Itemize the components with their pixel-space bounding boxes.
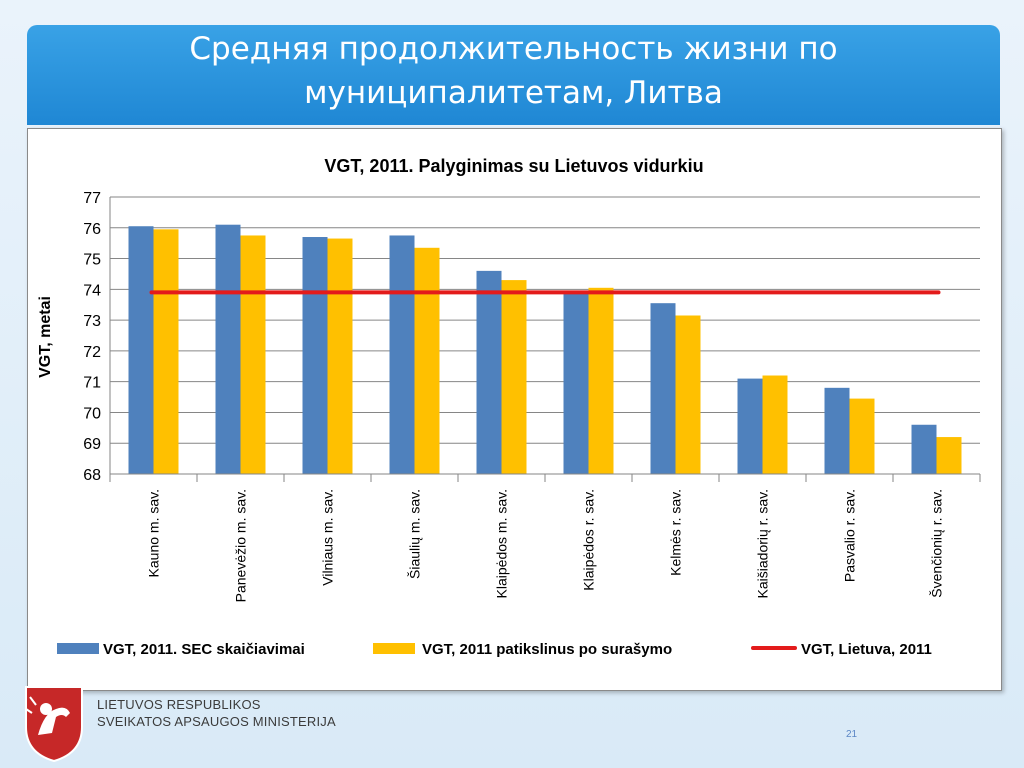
bar-census-1 [240,235,266,474]
x-tick-label: Klaipėdos m. sav. [494,489,510,598]
y-tick-label: 69 [83,436,101,453]
x-tick-label: Vilniaus m. sav. [320,489,336,586]
bar-census-8 [849,398,875,474]
y-tick-label: 76 [83,221,101,238]
y-tick-label: 75 [83,252,101,269]
x-tick-label: Švenčionių r. sav. [929,489,945,598]
bar-census-4 [501,280,527,474]
y-tick-label: 71 [83,375,101,392]
slide-title: Средняя продолжительность жизни по муниц… [27,27,1000,115]
bar-sec-0 [128,226,154,474]
x-tick-label: Kauno m. sav. [146,489,162,577]
legend-item-lithuania-label: VGT, Lietuva, 2011 [801,641,932,658]
y-tick-label: 68 [83,467,101,484]
y-axis-label: VGT, metai [37,296,54,378]
ministry-name-line2: SVEIKATOS APSAUGOS MINISTERIJA [97,714,336,729]
chart-title: VGT, 2011. Palyginimas su Lietuvos vidur… [324,156,703,176]
bar-sec-5 [563,290,589,474]
bar-census-6 [675,315,701,474]
bar-sec-3 [389,235,415,474]
y-tick-label: 74 [83,282,101,299]
bar-sec-8 [824,387,850,474]
legend-item-sec-label: VGT, 2011. SEC skaičiavimai [103,641,305,658]
x-tick-label: Kelmės r. sav. [668,489,684,576]
legend-item-census-swatch [373,643,415,654]
slide-page-number: 21 [846,729,858,740]
coat-of-arms-logo [25,686,83,763]
slide-title-line2: муниципалитетам, Литва [304,75,723,111]
bar-sec-1 [215,224,241,474]
ministry-name-line1: LIETUVOS RESPUBLIKOS [97,697,261,712]
y-tick-label: 72 [83,344,101,361]
slide-title-line1: Средняя продолжительность жизни по [189,31,838,67]
bar-sec-7 [737,378,763,474]
bar-census-0 [153,229,179,474]
y-tick-label: 70 [83,405,101,422]
legend-item-census-label: VGT, 2011 patikslinus po surašymo [422,641,672,658]
bar-census-7 [762,375,788,474]
bar-census-2 [327,238,353,474]
chart-panel: VGT, 2011. Palyginimas su Lietuvos vidur… [27,128,1002,691]
x-tick-label: Šiaulių m. sav. [407,489,423,579]
bar-chart: VGT, 2011. Palyginimas su Lietuvos vidur… [37,156,981,658]
bar-sec-2 [302,237,328,474]
bar-census-5 [588,287,614,474]
bar-sec-4 [476,270,502,474]
axes [109,197,981,482]
bar-sec-9 [911,424,937,474]
x-tick-label: Kaišiadorių r. sav. [755,489,771,598]
bar-census-9 [936,437,962,474]
legend: VGT, 2011. SEC skaičiavimai VGT, 2011 pat… [57,641,932,658]
bars [128,224,962,474]
bar-census-3 [414,247,440,474]
legend-item-sec-swatch [57,643,99,654]
y-tick-label: 73 [83,313,101,330]
x-tick-label: Klaipėdos r. sav. [581,489,597,591]
title-band [27,25,1000,125]
bar-sec-6 [650,303,676,474]
tick-labels: 68 69 70 71 72 73 74 75 76 77 Kauno m. sav. Panevėž… [83,190,944,602]
x-tick-label: Pasvalio r. sav. [842,489,858,582]
x-tick-label: Panevėžio m. sav. [233,489,249,602]
y-tick-label: 77 [83,190,101,207]
